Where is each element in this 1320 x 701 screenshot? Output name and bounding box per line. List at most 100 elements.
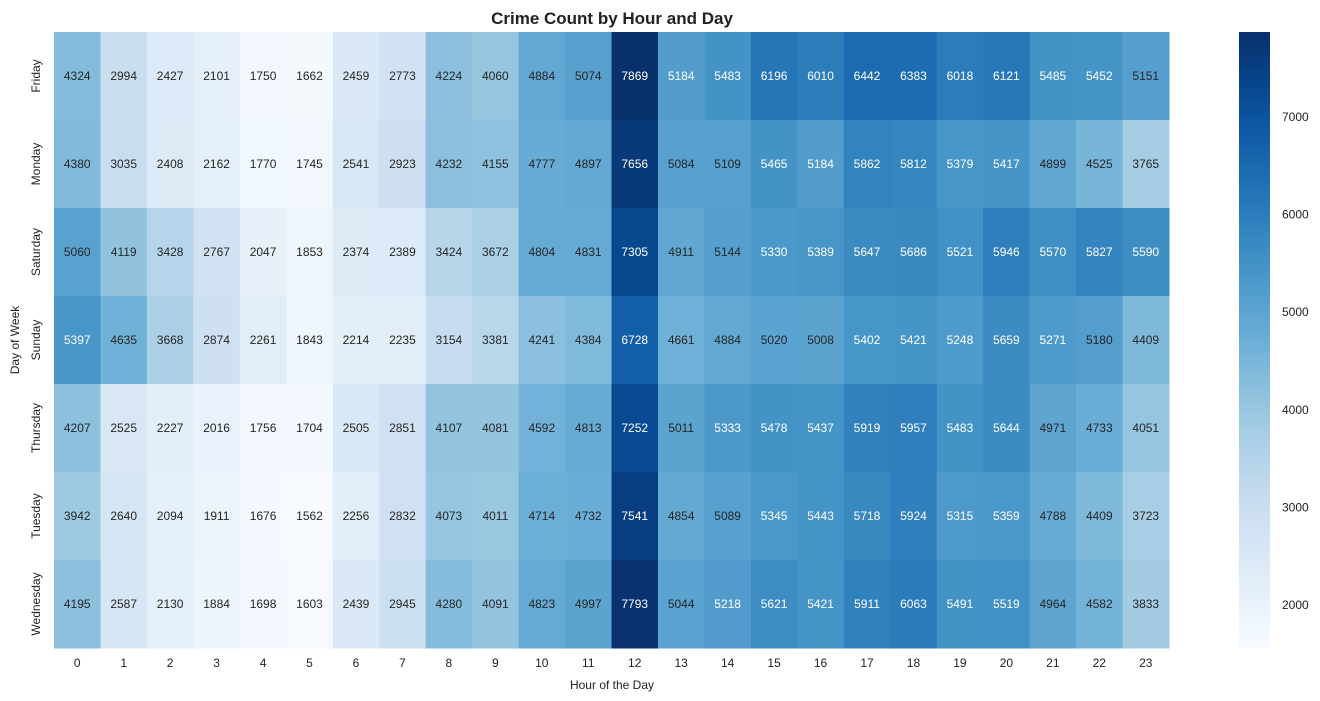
heatmap-cell [611, 560, 659, 649]
cell-value-label: 2945 [389, 597, 416, 611]
heatmap-cell [704, 384, 752, 473]
heatmap-cell [146, 208, 194, 297]
heatmap-cell [472, 120, 520, 209]
heatmap-cell [146, 384, 194, 473]
cell-value-label: 5089 [714, 509, 741, 523]
heatmap-cell [936, 208, 984, 297]
y-tick-label: Thursday [29, 403, 43, 453]
y-tick-label: Saturday [29, 228, 43, 276]
heatmap-cell [657, 384, 705, 473]
heatmap-cell [565, 32, 612, 121]
cell-value-label: 1911 [204, 509, 230, 523]
heatmap-cell [286, 208, 334, 297]
cell-value-label: 5644 [993, 421, 1020, 435]
x-tick-label: 6 [353, 656, 360, 670]
x-tick-label: 10 [535, 656, 549, 670]
heatmap-cell [936, 384, 984, 473]
cell-value-label: 5570 [1040, 245, 1067, 259]
heatmap-cell [1029, 120, 1077, 209]
heatmap-cell [239, 560, 287, 649]
heatmap-cell [797, 120, 845, 209]
cell-value-label: 2773 [389, 69, 416, 83]
heatmap-cell [100, 560, 148, 649]
cell-value-label: 3942 [64, 509, 91, 523]
cell-value-label: 2994 [110, 69, 137, 83]
cell-value-label: 7869 [621, 69, 648, 83]
heatmap-cell [983, 120, 1031, 209]
cell-value-label: 5621 [761, 597, 788, 611]
x-tick-label: 3 [213, 656, 220, 670]
heatmap-cell [1076, 32, 1124, 121]
cell-value-label: 7793 [621, 597, 648, 611]
cell-value-label: 5827 [1086, 245, 1113, 259]
cell-value-label: 2094 [157, 509, 184, 523]
cell-value-label: 3672 [482, 245, 509, 259]
y-axis-label: Day of Week [8, 305, 22, 374]
heatmap-cell [425, 560, 473, 649]
cell-value-label: 4582 [1086, 597, 1113, 611]
heatmap-cell [193, 472, 241, 561]
cell-value-label: 5345 [761, 509, 788, 523]
heatmap-cell [379, 32, 427, 121]
cell-value-label: 1662 [296, 69, 323, 83]
heatmap-cell [983, 296, 1031, 385]
heatmap-cell [843, 32, 891, 121]
cell-value-label: 1750 [250, 69, 277, 83]
x-tick-label: 19 [953, 656, 967, 670]
heatmap-cell [750, 560, 798, 649]
cell-value-label: 6063 [900, 597, 927, 611]
cell-value-label: 5084 [668, 157, 695, 171]
x-tick-label: 9 [492, 656, 499, 670]
heatmap-cell [332, 32, 380, 121]
heatmap-cell [146, 560, 194, 649]
heatmap-cell [565, 472, 612, 561]
cell-value-label: 4380 [64, 157, 91, 171]
heatmap-cell [100, 472, 148, 561]
heatmap-cell [750, 472, 798, 561]
cell-value-label: 4732 [575, 509, 602, 523]
heatmap-cell [425, 384, 473, 473]
cell-value-label: 4854 [668, 509, 695, 523]
cell-value-label: 2227 [157, 421, 184, 435]
heatmap-cell [239, 32, 287, 121]
heatmap-cell [843, 472, 891, 561]
cell-value-label: 3723 [1132, 509, 1159, 523]
heatmap-cell [611, 208, 659, 297]
cell-value-label: 1704 [296, 421, 323, 435]
cell-value-label: 2101 [203, 69, 230, 83]
heatmap-cell [1076, 208, 1124, 297]
cell-value-label: 3154 [436, 333, 463, 347]
heatmap-cell [936, 32, 984, 121]
heatmap-cell [239, 472, 287, 561]
colorbar-tick-label: 7000 [1282, 110, 1309, 124]
cell-value-label: 4107 [436, 421, 463, 435]
x-tick-label: 15 [767, 656, 781, 670]
heatmap-cell [472, 32, 520, 121]
heatmap-cell [425, 32, 473, 121]
heatmap-cell [1122, 32, 1170, 121]
cell-value-label: 5483 [947, 421, 974, 435]
x-tick-label: 23 [1139, 656, 1153, 670]
cell-value-label: 7541 [621, 509, 648, 523]
heatmap-cell [611, 32, 659, 121]
heatmap-cell [1122, 384, 1170, 473]
heatmap-cell [1122, 472, 1170, 561]
x-tick-label: 22 [1093, 656, 1107, 670]
heatmap-cell [704, 120, 752, 209]
cell-value-label: 5315 [947, 509, 974, 523]
cell-value-label: 4884 [714, 333, 741, 347]
cell-value-label: 5862 [854, 157, 881, 171]
heatmap-cell [983, 384, 1031, 473]
cell-value-label: 4280 [436, 597, 463, 611]
heatmap-cell [54, 384, 101, 473]
heatmap-cell [472, 384, 520, 473]
cell-value-label: 4964 [1040, 597, 1067, 611]
heatmap-cell [890, 296, 938, 385]
colorbar-tick-label: 2000 [1282, 598, 1309, 612]
cell-value-label: 5011 [668, 421, 694, 435]
heatmap-cell [100, 384, 148, 473]
cell-value-label: 5020 [761, 333, 788, 347]
cell-value-label: 2541 [343, 157, 370, 171]
heatmap-cell [193, 296, 241, 385]
